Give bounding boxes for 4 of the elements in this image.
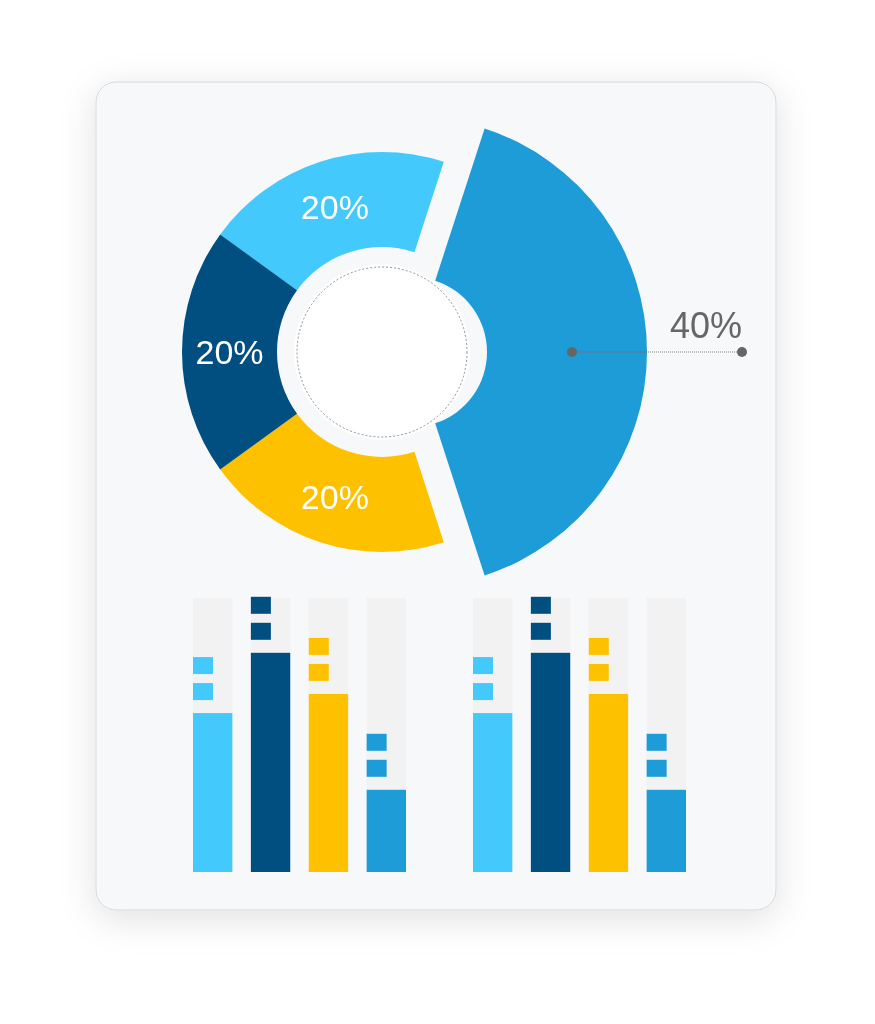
data-label: 20% — [195, 333, 264, 371]
data-label: 20% — [300, 187, 369, 226]
data-label: 20% — [300, 478, 369, 517]
data-label: 40% — [669, 305, 742, 346]
